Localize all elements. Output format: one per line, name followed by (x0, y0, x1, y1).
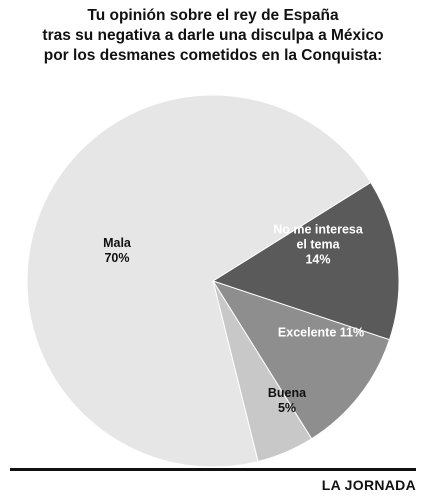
slice-label: Excelente 11% (278, 325, 364, 339)
slice-label: 70% (104, 251, 129, 265)
slice-label: No me interesa (273, 222, 364, 236)
chart-title: Tu opinión sobre el rey de España tras s… (0, 6, 426, 66)
slice-label: 5% (278, 401, 296, 415)
slice-label: el tema (296, 237, 340, 251)
chart-title-line: tras su negativa a darle una disculpa a … (42, 27, 384, 44)
slice-label: Mala (103, 236, 132, 250)
source-credit: LA JORNADA (321, 477, 416, 493)
chart-title-line: Tu opinión sobre el rey de España (87, 7, 339, 24)
pie-slice (211, 181, 400, 341)
pie-slice (26, 94, 372, 468)
pie-slice (211, 280, 391, 440)
footer-rule (10, 468, 416, 471)
slice-label: Buena (268, 386, 307, 400)
chart-title-line: por los desmanes cometidos en la Conquis… (43, 47, 383, 64)
slice-label: 14% (305, 252, 330, 266)
